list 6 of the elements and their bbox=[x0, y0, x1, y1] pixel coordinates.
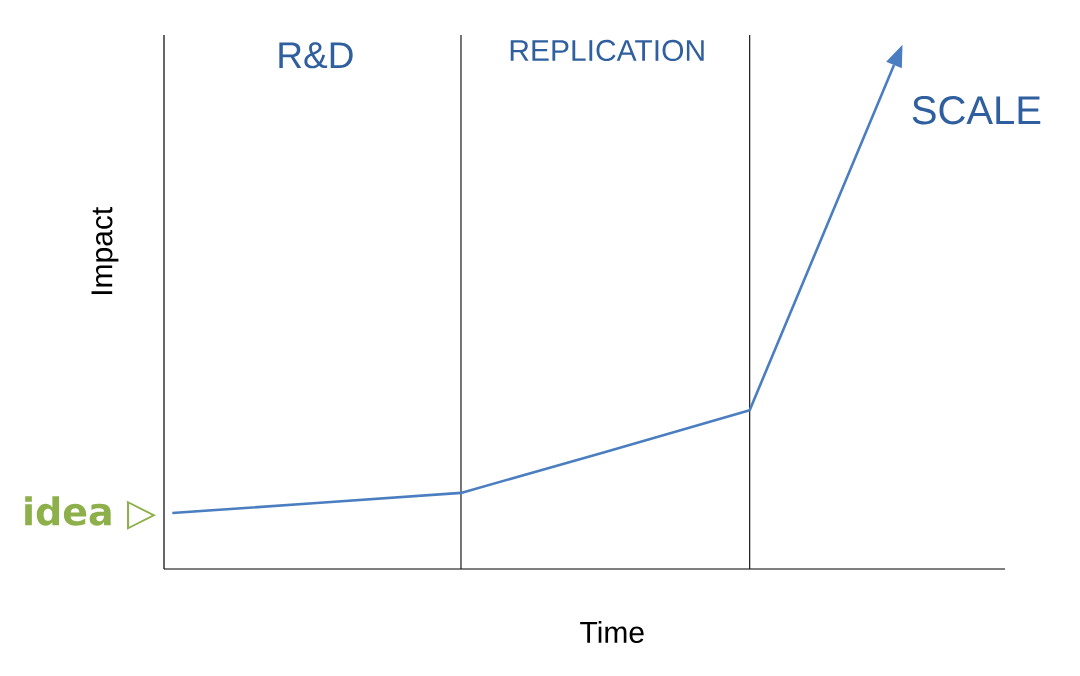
text: REPLICATION bbox=[510, 39, 704, 62]
annotation: SCALE bbox=[912, 96, 1041, 125]
y-axis-title: Impact bbox=[91, 207, 119, 295]
text: idea ▷ bbox=[25, 496, 156, 530]
x-axis-title: Time bbox=[580, 620, 644, 644]
annotation: R&D bbox=[279, 42, 353, 69]
